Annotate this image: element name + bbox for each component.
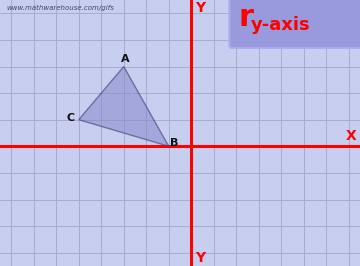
Text: X: X bbox=[346, 129, 357, 143]
Polygon shape bbox=[79, 66, 169, 146]
Text: Y: Y bbox=[195, 251, 205, 265]
Text: www.mathwarehouse.com/gifs: www.mathwarehouse.com/gifs bbox=[7, 5, 114, 11]
Text: B: B bbox=[170, 138, 178, 148]
Text: A: A bbox=[121, 54, 129, 64]
Text: y-axis: y-axis bbox=[251, 16, 310, 34]
Text: r: r bbox=[238, 3, 253, 32]
FancyBboxPatch shape bbox=[230, 0, 360, 48]
Text: C: C bbox=[67, 113, 75, 123]
Text: Y: Y bbox=[195, 1, 205, 15]
